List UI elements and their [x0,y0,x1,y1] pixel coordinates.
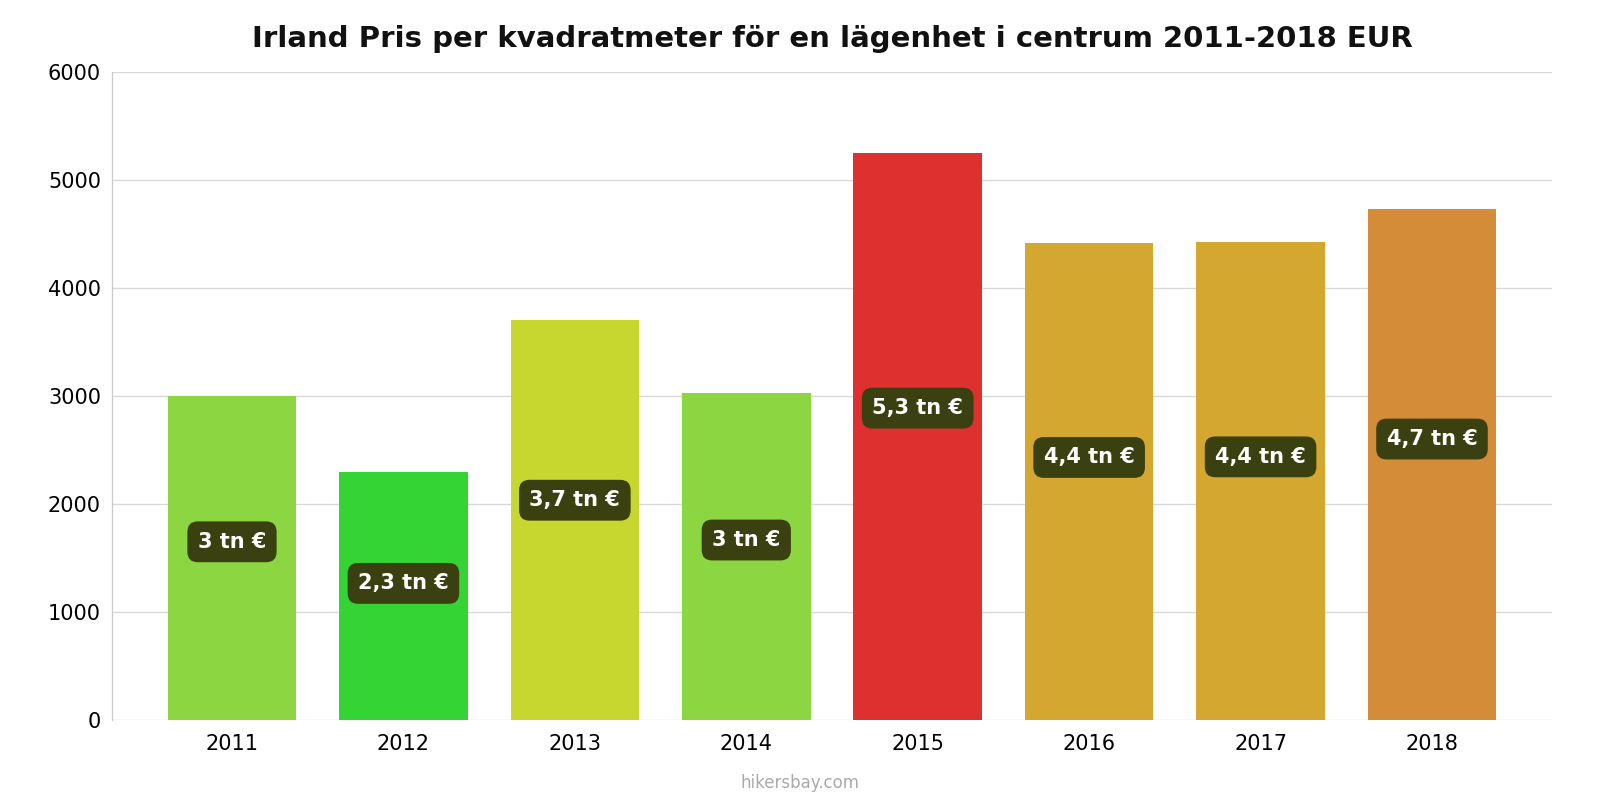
Text: 2,3 tn €: 2,3 tn € [358,574,450,594]
Text: hikersbay.com: hikersbay.com [741,774,859,792]
Text: 3 tn €: 3 tn € [198,532,266,552]
Text: 3 tn €: 3 tn € [712,530,781,550]
Text: 3,7 tn €: 3,7 tn € [530,490,621,510]
Title: Irland Pris per kvadratmeter för en lägenhet i centrum 2011-2018 EUR: Irland Pris per kvadratmeter för en läge… [251,25,1413,53]
Bar [1026,242,1154,720]
Text: 4,4 tn €: 4,4 tn € [1043,447,1134,467]
Text: 4,4 tn €: 4,4 tn € [1214,447,1306,467]
Text: 5,3 tn €: 5,3 tn € [872,398,963,418]
Bar [339,472,467,720]
Bar [1197,242,1325,720]
Bar [510,320,638,720]
Bar [853,153,982,720]
Bar [168,396,296,720]
Bar [1368,209,1496,720]
Bar [682,393,811,720]
Text: 4,7 tn €: 4,7 tn € [1387,429,1477,449]
